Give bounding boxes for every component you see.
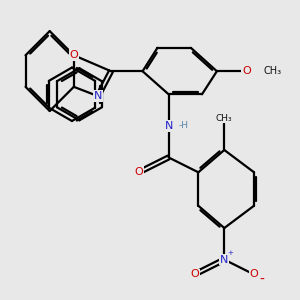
Text: O: O (250, 269, 258, 280)
Text: N: N (220, 255, 229, 265)
Text: O: O (134, 167, 143, 177)
Text: -H: -H (179, 122, 189, 130)
Text: CH₃: CH₃ (263, 66, 281, 76)
Text: CH₃: CH₃ (216, 114, 232, 123)
Text: -: - (259, 273, 264, 287)
Text: O: O (70, 50, 78, 60)
Text: O: O (242, 66, 251, 76)
Text: N: N (164, 121, 173, 131)
Text: O: O (190, 269, 199, 280)
Text: N: N (94, 91, 102, 101)
Text: +: + (227, 250, 233, 256)
